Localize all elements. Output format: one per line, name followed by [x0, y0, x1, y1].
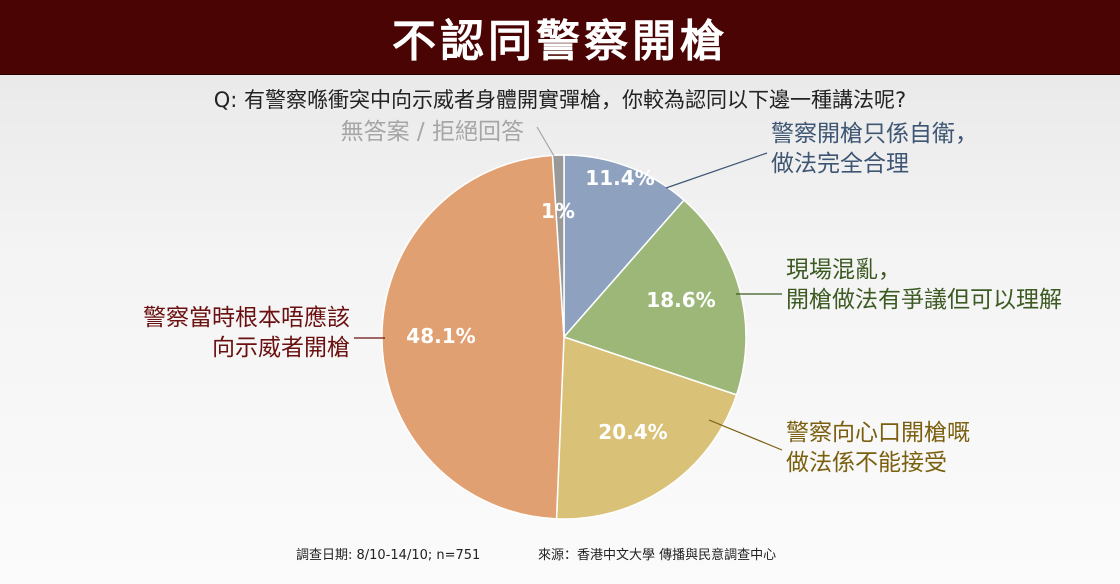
pie-slice-should_not [381, 154, 565, 520]
survey-question: Q: 有警察喺衝突中向示威者身體開實彈槍，你較為認同以下邊一種講法呢? [213, 88, 907, 112]
value-label-should_not: 48.1% [406, 324, 475, 348]
survey-date-note: 調查日期: 8/10-14/10; n=751 [296, 548, 481, 563]
value-label-no_answer: 1% [541, 199, 575, 223]
category-label-line: 做法完全合理 [771, 151, 909, 177]
category-label-line: 無答案 / 拒絕回答 [341, 119, 524, 145]
page-title: 不認同警察開槍 [392, 16, 728, 67]
category-label-unacceptable: 警察向心口開槍嘅做法係不能接受 [786, 420, 970, 476]
pie-slice-unacceptable [555, 335, 738, 520]
leader-line-self_defense [665, 152, 768, 189]
category-label-line: 向示威者開槍 [212, 335, 350, 361]
category-label-no_answer: 無答案 / 拒絕回答 [341, 119, 524, 145]
category-label-should_not: 警察當時根本唔應該向示威者開槍 [143, 305, 350, 361]
pie-slice-no_answer [551, 154, 565, 338]
value-label-self_defense: 11.4% [585, 166, 654, 190]
pie-slice-understandable [562, 199, 747, 396]
value-label-unacceptable: 20.4% [598, 420, 667, 444]
category-label-line: 警察向心口開槍嘅 [786, 420, 970, 446]
pie-slices [381, 154, 747, 520]
category-label-understandable: 現場混亂， 開槍做法有爭議但可以理解 [786, 257, 1062, 313]
leader-line-unacceptable [708, 419, 783, 451]
category-label-line: 警察當時根本唔應該 [143, 305, 350, 331]
category-label-line: 現場混亂， [786, 257, 901, 283]
category-label-line: 警察開槍只係自衛， [771, 121, 978, 147]
category-label-self_defense: 警察開槍只係自衛， 做法完全合理 [771, 121, 978, 177]
value-label-understandable: 18.6% [646, 288, 715, 312]
category-label-line: 做法係不能接受 [786, 450, 947, 476]
pie-slice-self_defense [563, 154, 686, 339]
category-label-line: 開槍做法有爭議但可以理解 [786, 287, 1062, 313]
leader-line-no_answer [536, 126, 555, 157]
pie-labels: 11.4% 警察開槍只係自衛， 做法完全合理 18.6% 現場混亂， 開槍做法有爭議但可以… [143, 119, 1062, 476]
title-bar: 不認同警察開槍 [0, 0, 1120, 75]
source-note: 來源：香港中文大學 傳播與民意調查中心 [538, 548, 777, 563]
